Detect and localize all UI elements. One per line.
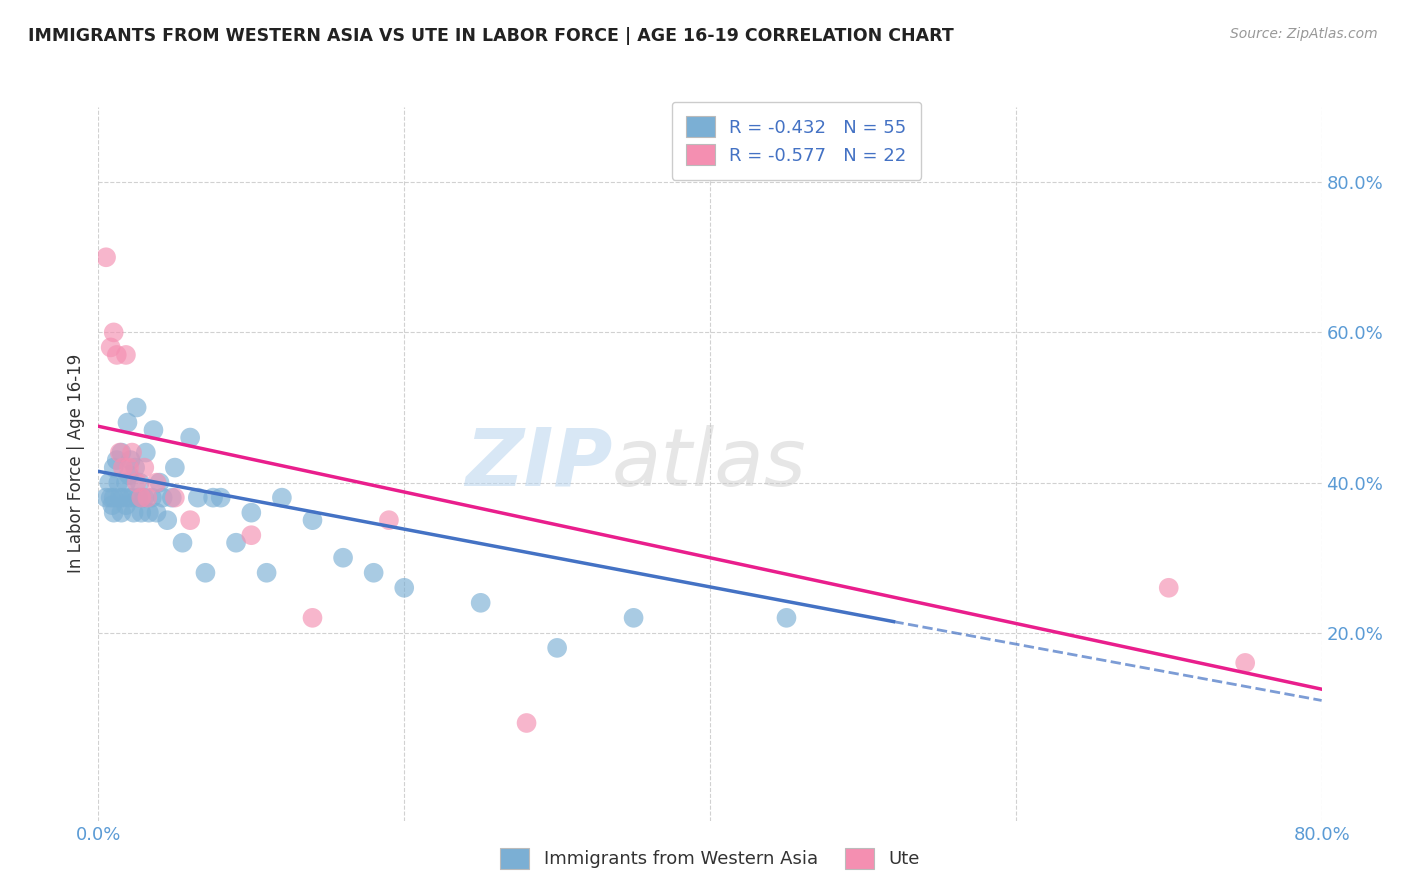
Point (122, 506, 145, 520)
Point (105, 453, 128, 467)
Point (103, 326, 125, 340)
Point (115, 475, 138, 490)
Point (172, 535, 194, 549)
Point (129, 506, 152, 520)
Point (108, 491, 131, 505)
Point (127, 491, 149, 505)
Point (110, 445, 132, 459)
Point (160, 491, 183, 505)
Point (111, 491, 134, 505)
Point (103, 460, 125, 475)
Point (101, 498, 124, 512)
Point (546, 640, 568, 655)
Point (1157, 581, 1180, 595)
Point (240, 528, 263, 542)
Text: IMMIGRANTS FROM WESTERN ASIA VS UTE IN LABOR FORCE | AGE 16-19 CORRELATION CHART: IMMIGRANTS FROM WESTERN ASIA VS UTE IN L… (28, 27, 953, 45)
Point (94, 250, 117, 264)
Point (136, 491, 159, 505)
Point (179, 431, 201, 445)
Point (118, 491, 141, 505)
Point (94, 491, 117, 505)
Point (103, 491, 125, 505)
Point (121, 445, 143, 459)
Point (111, 460, 134, 475)
Point (138, 506, 160, 520)
Point (134, 460, 156, 475)
Point (202, 491, 225, 505)
Point (1234, 656, 1257, 670)
Point (120, 453, 142, 467)
Point (128, 475, 150, 490)
Point (103, 506, 125, 520)
Point (775, 611, 797, 625)
Point (129, 491, 152, 505)
Point (163, 460, 186, 475)
Point (240, 506, 263, 520)
Point (141, 491, 163, 505)
Point (134, 491, 156, 505)
Point (392, 581, 416, 595)
Point (125, 401, 148, 415)
Point (115, 348, 138, 362)
Point (187, 491, 209, 505)
Point (100, 491, 122, 505)
Point (301, 513, 323, 527)
Point (209, 491, 232, 505)
Point (470, 596, 492, 610)
Point (121, 491, 143, 505)
Point (124, 460, 146, 475)
Point (108, 445, 131, 459)
Point (142, 423, 165, 437)
Point (179, 513, 201, 527)
Point (225, 535, 247, 549)
Point (117, 416, 139, 430)
Point (125, 475, 148, 490)
Point (118, 468, 141, 483)
Text: Source: ZipAtlas.com: Source: ZipAtlas.com (1230, 27, 1378, 41)
Point (363, 566, 385, 580)
Point (378, 513, 401, 527)
Point (163, 491, 186, 505)
Point (145, 506, 167, 520)
Point (301, 611, 323, 625)
Y-axis label: In Labor Force | Age 16-19: In Labor Force | Age 16-19 (66, 354, 84, 574)
Point (100, 340, 122, 354)
Point (105, 348, 128, 362)
Point (107, 475, 129, 490)
Point (115, 498, 138, 512)
Point (149, 475, 172, 490)
Point (623, 611, 645, 625)
Point (270, 491, 292, 505)
Point (156, 513, 179, 527)
Legend: Immigrants from Western Asia, Ute: Immigrants from Western Asia, Ute (486, 833, 934, 883)
Point (152, 491, 174, 505)
Text: ZIP: ZIP (465, 425, 612, 503)
Point (110, 506, 132, 520)
Point (135, 445, 157, 459)
Point (516, 716, 538, 731)
Point (256, 566, 278, 580)
Point (194, 566, 217, 580)
Point (332, 550, 354, 565)
Point (145, 475, 167, 490)
Point (118, 460, 141, 475)
Text: atlas: atlas (612, 425, 807, 503)
Point (98, 475, 121, 490)
